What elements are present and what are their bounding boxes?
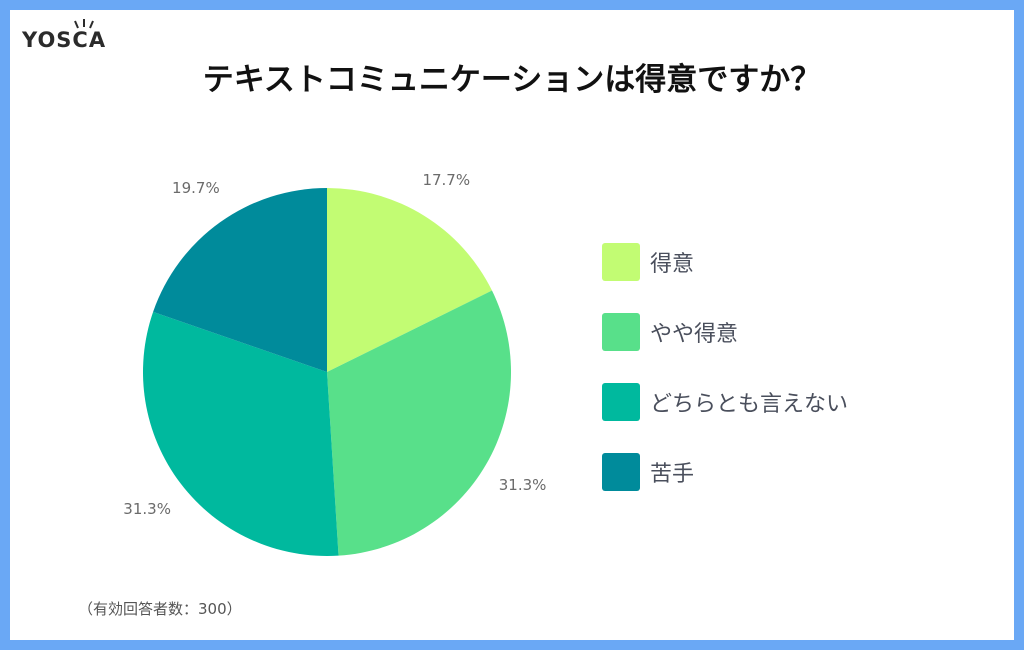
chart-legend: 得意 やや得意 どちらとも言えない 苦手 xyxy=(602,242,848,522)
legend-item-yaya-tokui: やや得意 xyxy=(602,312,848,352)
pie-slice-3 xyxy=(153,188,327,372)
pie-slice-label-1: 31.3% xyxy=(499,476,547,494)
legend-swatch xyxy=(602,383,640,421)
legend-item-tokui: 得意 xyxy=(602,242,848,282)
legend-swatch xyxy=(602,453,640,491)
logo-text: YOSCA xyxy=(22,28,107,52)
pie-slice-label-2: 31.3% xyxy=(123,500,171,518)
logo-rays-icon xyxy=(74,19,94,29)
respondent-count-note: （有効回答者数：300） xyxy=(78,600,242,618)
legend-label: どちらとも言えない xyxy=(650,392,849,417)
legend-label: やや得意 xyxy=(650,322,739,347)
legend-item-nigate: 苦手 xyxy=(602,452,848,492)
pie-slice-2 xyxy=(143,311,339,556)
legend-label: 得意 xyxy=(650,252,695,277)
pie-slice-0 xyxy=(327,188,492,372)
legend-item-dochira-tomo: どちらとも言えない xyxy=(602,382,848,422)
pie-chart: 17.7% 31.3% 31.3% 19.7% xyxy=(123,171,547,556)
pie-slice-label-0: 17.7% xyxy=(422,171,470,189)
legend-label: 苦手 xyxy=(650,462,695,487)
pie-slice-label-3: 19.7% xyxy=(172,179,220,197)
chart-title: テキストコミュニケーションは得意ですか？ xyxy=(202,62,822,98)
legend-swatch xyxy=(602,243,640,281)
pie-slice-1 xyxy=(327,290,512,556)
brand-logo[interactable]: YOSCA xyxy=(22,18,122,58)
chart-card: YOSCA テキストコミュニケーションは得意ですか？ 17.7% 31.3% 31.… xyxy=(10,10,1014,640)
legend-swatch xyxy=(602,313,640,351)
